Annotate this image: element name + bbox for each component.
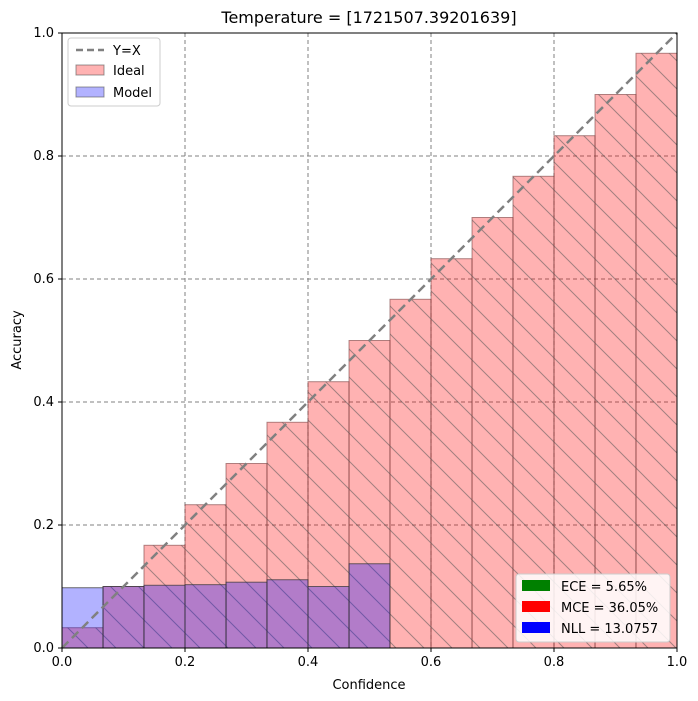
model-bars: [61, 563, 391, 649]
x-tick-label: 0.4: [298, 655, 319, 670]
legend-ideal-swatch: [75, 64, 105, 76]
model-bar: [225, 581, 268, 649]
ideal-bar-hatch: [308, 381, 350, 648]
ideal-bar-hatch: [595, 94, 636, 648]
model-bar: [143, 584, 186, 649]
axis-ticks: 0.0 0.2 0.4 0.6 0.8 1.0 0.0 0.2 0.4 0.6 0.8 1.0: [33, 26, 687, 670]
ideal-bar-hatch: [389, 299, 431, 648]
x-tick-label: 0.6: [421, 655, 442, 670]
legend-model-swatch: [75, 86, 105, 98]
ideal-bar-hatch: [554, 135, 596, 648]
model-bar: [348, 563, 391, 649]
legend-ideal-label: Ideal: [113, 64, 145, 79]
ideal-bar-hatch: [512, 176, 554, 649]
model-bar: [102, 586, 145, 649]
reference-line-yx: [61, 32, 678, 649]
series-legend: Y=X Ideal Model: [67, 37, 161, 107]
y-axis-title: Accuracy: [10, 310, 25, 370]
chart-title: Temperature = [1721507.39201639]: [220, 8, 516, 27]
ideal-bar-hatch: [266, 422, 308, 648]
legend-yx-label: Y=X: [112, 44, 141, 59]
x-tick-label: 0.2: [175, 655, 196, 670]
model-bar: [61, 587, 104, 649]
ideal-bar-hatch: [103, 586, 144, 648]
x-axis-title: Confidence: [332, 678, 405, 693]
ideal-bar-hatch: [349, 340, 390, 648]
ideal-bar-hatch: [185, 504, 227, 648]
ideal-bar-hatch: [226, 463, 267, 648]
y-tick-label: 0.8: [33, 149, 54, 164]
ideal-bar-hatch: [143, 545, 185, 648]
y-tick-label: 0.4: [33, 395, 54, 410]
mce-label: MCE = 36.05%: [561, 601, 658, 616]
ece-label: ECE = 5.65%: [561, 580, 647, 595]
ideal-bar-hatch: [62, 627, 104, 648]
model-bar: [266, 579, 309, 649]
ideal-bar-hatch: [635, 53, 677, 649]
mce-swatch: [522, 601, 550, 612]
model-bar: [184, 584, 227, 649]
model-bar: [307, 586, 350, 649]
y-tick-label: 1.0: [33, 26, 54, 41]
metrics-legend: ECE = 5.65% MCE = 36.05% NLL = 13.0757: [515, 573, 671, 643]
y-tick-label: 0.2: [33, 518, 54, 533]
x-tick-label: 0.8: [544, 655, 565, 670]
nll-label: NLL = 13.0757: [561, 622, 658, 637]
y-tick-label: 0.6: [33, 272, 54, 287]
x-tick-label: 1.0: [667, 655, 688, 670]
x-tick-label: 0.0: [52, 655, 73, 670]
plot-frame: [61, 32, 678, 649]
ideal-bar-hatch: [431, 258, 473, 648]
ideal-bar-hatch: [472, 217, 513, 648]
reference-line: [61, 32, 678, 649]
legend-model-label: Model: [113, 86, 152, 101]
nll-swatch: [522, 622, 550, 633]
ece-swatch: [522, 580, 550, 591]
ideal-bars: [61, 52, 678, 649]
y-tick-label: 0.0: [33, 641, 54, 656]
